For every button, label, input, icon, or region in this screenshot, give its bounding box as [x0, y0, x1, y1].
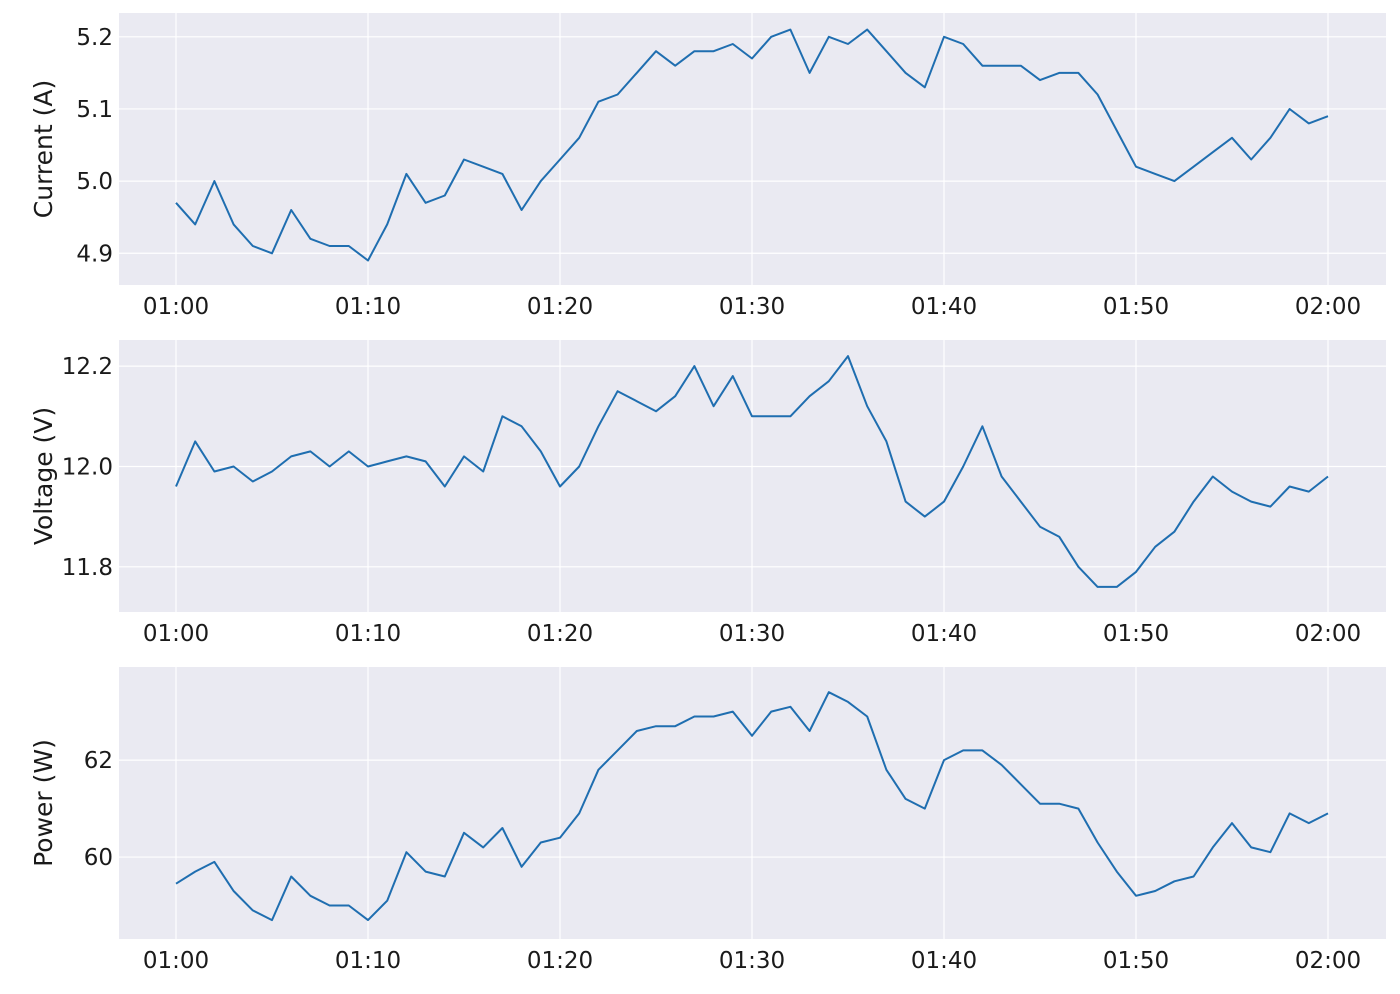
x-tick-label: 01:50 — [1103, 294, 1169, 320]
series-line — [175, 28, 1329, 262]
x-tick-label: 01:30 — [719, 948, 785, 974]
x-tick-label: 01:10 — [335, 948, 401, 974]
x-tick-label: 02:00 — [1295, 621, 1361, 647]
x-tick-label: 01:10 — [335, 294, 401, 320]
x-tick-label: 01:30 — [719, 621, 785, 647]
x-tick-label: 01:20 — [527, 621, 593, 647]
x-tick-label: 01:00 — [143, 621, 209, 647]
y-axis-label: Voltage (V) — [29, 407, 58, 545]
y-tick-label: 11.8 — [62, 555, 113, 581]
y-tick-label: 12.0 — [62, 454, 113, 480]
x-tick-label: 02:00 — [1295, 948, 1361, 974]
x-tick-label: 01:40 — [911, 294, 977, 320]
y-tick-label: 4.9 — [76, 241, 113, 267]
y-axis-label: Power (W) — [29, 739, 58, 867]
x-tick-label: 01:50 — [1103, 948, 1169, 974]
x-tick-label: 01:10 — [335, 621, 401, 647]
y-tick-label: 12.2 — [62, 354, 113, 380]
x-tick-label: 01:00 — [143, 948, 209, 974]
series-line — [175, 691, 1329, 922]
x-tick-label: 02:00 — [1295, 294, 1361, 320]
subplot-1: 01:00 01:10 01:20 01:30 01:40 01:50 02:00 4.9 5.… — [29, 13, 1386, 320]
y-tick-label: 5.1 — [76, 97, 113, 123]
y-axis-label: Current (A) — [29, 80, 58, 218]
x-tick-label: 01:20 — [527, 948, 593, 974]
series-line — [175, 355, 1329, 588]
y-tick-label: 62 — [84, 748, 113, 774]
x-tick-label: 01:40 — [911, 621, 977, 647]
y-tick-label: 60 — [84, 845, 113, 871]
x-tick-label: 01:00 — [143, 294, 209, 320]
subplot-2: 01:00 01:10 01:20 01:30 01:40 01:50 02:00 11.8 1… — [29, 340, 1386, 647]
x-tick-label: 01:20 — [527, 294, 593, 320]
subplot-3: 01:00 01:10 01:20 01:30 01:40 01:50 02:00 60 62 P… — [29, 667, 1386, 974]
y-tick-label: 5.2 — [76, 25, 113, 51]
y-tick-label: 5.0 — [76, 169, 113, 195]
x-tick-label: 01:50 — [1103, 621, 1169, 647]
x-tick-label: 01:30 — [719, 294, 785, 320]
x-tick-label: 01:40 — [911, 948, 977, 974]
